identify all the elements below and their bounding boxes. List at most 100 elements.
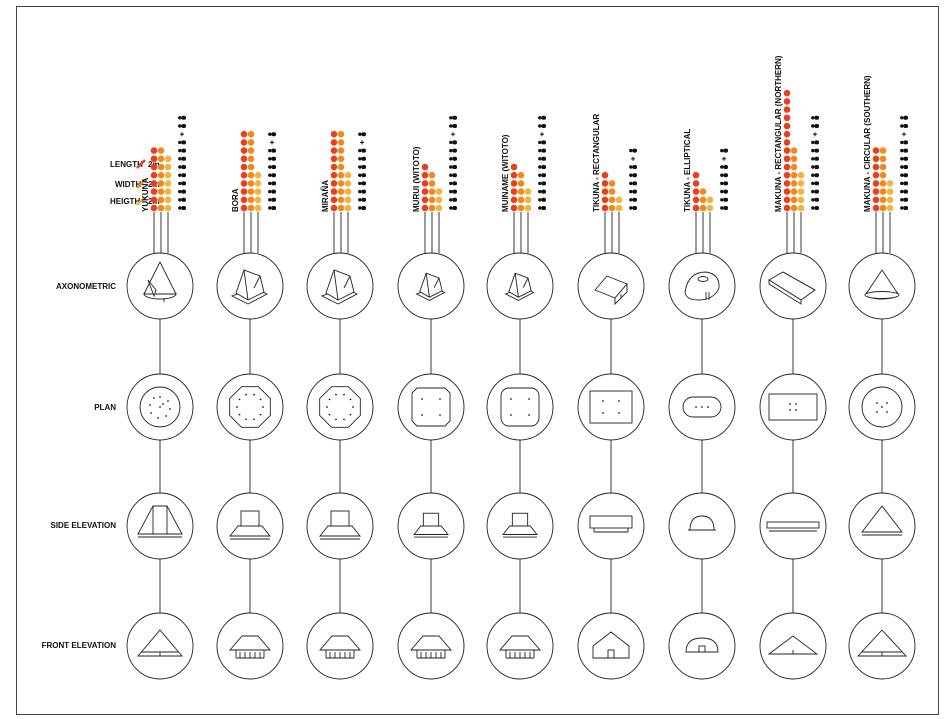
dimension-dot (337, 130, 345, 138)
plan-octagon (229, 386, 271, 428)
row-label-plan: PLAN (94, 403, 116, 412)
person-body (723, 189, 728, 194)
person-body (181, 165, 186, 169)
person-icon (900, 140, 908, 145)
plan-circle (139, 386, 181, 428)
dimension-dot (517, 188, 525, 195)
post-dot (510, 414, 512, 416)
person-body (271, 165, 276, 169)
house-column: TIKUNA - RECTANGULAR (577, 114, 645, 680)
person-icon (538, 173, 546, 178)
person-body (361, 189, 366, 194)
dimension-dot (872, 188, 880, 195)
person-head (268, 157, 272, 161)
post-dot (153, 397, 155, 399)
dimension-dot (517, 196, 525, 204)
dimension-dot (240, 204, 248, 212)
post-dot (149, 404, 151, 406)
plan-oval (682, 396, 722, 418)
roof-box (511, 512, 529, 527)
dimension-dot (240, 180, 248, 187)
dimension-dot (247, 180, 255, 187)
person-body (541, 124, 546, 128)
person-icon (720, 148, 728, 153)
person-body (814, 165, 819, 169)
dimension-dot (783, 163, 791, 171)
dimension-dot (790, 163, 798, 171)
person-head (811, 157, 815, 161)
person-icon (268, 165, 276, 169)
dimension-dot (254, 204, 262, 212)
person-body (181, 140, 186, 145)
person-icon (538, 197, 546, 202)
plan-rect (768, 393, 818, 421)
post-dot (328, 413, 331, 416)
dimension-dot (783, 106, 791, 113)
person-body (452, 181, 457, 186)
roof-skirt (502, 525, 538, 535)
dimension-dot (337, 147, 345, 154)
dome-profile (689, 515, 715, 531)
post-dot (789, 409, 791, 411)
person-head (900, 140, 904, 145)
person-body (632, 173, 637, 178)
person-body (723, 197, 728, 202)
house-name: MAKUNA - CIRCULAR (SOUTHERN) (863, 75, 872, 212)
person-head (900, 206, 904, 210)
roof-skirt (229, 525, 271, 537)
person-body (814, 140, 819, 145)
person-icon (811, 181, 819, 186)
dimension-dot (240, 196, 248, 204)
person-icon (538, 140, 546, 145)
post-dot (349, 413, 352, 416)
dimension-dot (524, 188, 532, 195)
person-body (814, 124, 819, 128)
person-icon (720, 181, 728, 186)
person-icon (811, 124, 819, 128)
dimension-dot (783, 122, 791, 130)
person-head (720, 198, 724, 202)
person-head (449, 116, 453, 120)
roof-ridge (433, 277, 440, 288)
person-body (814, 156, 819, 161)
dimension-dot (699, 204, 707, 212)
post-dot (618, 412, 620, 414)
house-name: MUINAME (WITOTO) (501, 134, 510, 212)
facade-roof (499, 635, 541, 651)
dimension-dot (330, 171, 338, 179)
roof-ridge (243, 269, 249, 301)
person-head (629, 173, 633, 177)
dimension-dot (608, 188, 616, 195)
post-dot (602, 400, 604, 402)
dimension-dot (150, 180, 158, 187)
dimension-dot (150, 147, 158, 154)
dimension-dot (615, 204, 623, 212)
house-column: TIKUNA - ELLIPTICAL (668, 129, 736, 680)
person-head (900, 124, 904, 128)
person-icon (178, 156, 186, 161)
person-head (268, 173, 272, 177)
person-body (361, 173, 366, 178)
person-body (181, 115, 186, 120)
dimension-dot (790, 155, 798, 163)
dimension-dot (435, 188, 443, 195)
person-body (181, 197, 186, 202)
dimension-dot (428, 196, 436, 204)
person-body (452, 197, 457, 202)
dimension-dot (344, 180, 352, 187)
dimension-dot (247, 155, 255, 163)
post-dot (165, 415, 167, 417)
post-dot (343, 393, 345, 396)
person-icon (178, 189, 186, 194)
post-dot (326, 406, 328, 408)
person-head (268, 148, 272, 153)
dimension-dot (886, 180, 894, 187)
person-head (811, 206, 815, 210)
person-icon (720, 206, 728, 210)
view-circle (306, 373, 374, 441)
dimension-dot (797, 196, 805, 204)
post-dot (159, 396, 161, 398)
roof-body (325, 269, 355, 301)
dimension-dot (157, 171, 165, 179)
dimension-dot (692, 204, 700, 212)
